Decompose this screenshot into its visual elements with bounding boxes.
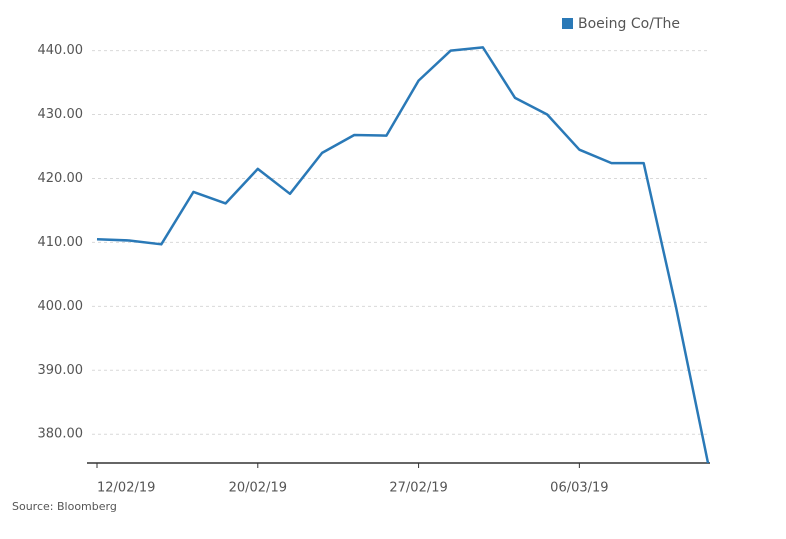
x-tick-label: 20/02/19 [229,481,287,496]
legend-label: Boeing Co/The [578,16,680,32]
y-tick-label: 440.00 [38,43,84,58]
y-tick-label: 420.00 [38,171,84,186]
y-tick-label: 380.00 [38,427,84,442]
source-note: Source: Bloomberg [12,500,117,513]
x-tick-label: 12/02/19 [97,481,155,496]
y-tick-label: 410.00 [38,235,84,250]
x-tick-label: 27/02/19 [389,481,447,496]
line-series [96,46,710,464]
y-tick-label: 390.00 [38,363,84,378]
y-tick-label: 400.00 [38,299,84,314]
legend-swatch [562,18,573,29]
x-tick-label: 06/03/19 [550,481,608,496]
y-tick-label: 430.00 [38,107,84,122]
